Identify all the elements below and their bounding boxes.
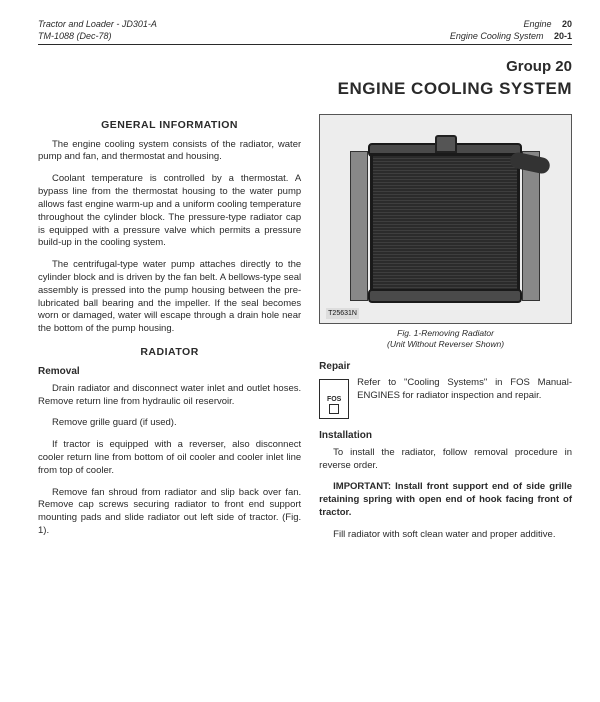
heading-removal: Removal: [38, 365, 301, 379]
figure-caption: Fig. 1-Removing Radiator (Unit Without R…: [319, 328, 572, 349]
fos-reference: FOS Refer to "Cooling Systems" in FOS Ma…: [319, 377, 572, 419]
important-label: IMPORTANT:: [333, 481, 395, 492]
page-num: 20-1: [554, 31, 572, 41]
radiator-cap: [435, 135, 457, 153]
subsection-name: Engine Cooling System 20-1: [450, 30, 572, 42]
page-header: Tractor and Loader - JD301-A TM-1088 (De…: [38, 18, 572, 45]
heading-general-info: GENERAL INFORMATION: [38, 118, 301, 132]
doc-id: TM-1088 (Dec-78): [38, 30, 157, 42]
para-reverser: If tractor is equipped with a reverser, …: [38, 439, 301, 477]
radiator-tank-bottom: [368, 289, 522, 303]
group-name: ENGINE COOLING SYSTEM: [338, 79, 572, 98]
right-column: T25631N Fig. 1-Removing Radiator (Unit W…: [319, 114, 572, 550]
header-right: Engine 20 Engine Cooling System 20-1: [450, 18, 572, 42]
heading-installation: Installation: [319, 429, 572, 443]
radiator-core: [370, 153, 520, 293]
heading-radiator: RADIATOR: [38, 345, 301, 359]
doc-title: Tractor and Loader - JD301-A: [38, 18, 157, 30]
fos-icon-label: FOS: [327, 395, 341, 404]
figure-radiator: T25631N: [319, 114, 572, 324]
group-number: Group 20: [38, 57, 572, 77]
section-name: Engine 20: [450, 18, 572, 30]
caption-line2: (Unit Without Reverser Shown): [387, 339, 504, 349]
para-install-reverse: To install the radiator, follow removal …: [319, 447, 572, 473]
group-title: Group 20 ENGINE COOLING SYSTEM: [38, 57, 572, 100]
para-fill: Fill radiator with soft clean water and …: [319, 529, 572, 542]
radiator-frame-left: [350, 151, 368, 301]
header-left: Tractor and Loader - JD301-A TM-1088 (De…: [38, 18, 157, 42]
radiator-frame-right: [522, 151, 540, 301]
fos-text: Refer to "Cooling Systems" in FOS Manual…: [357, 377, 572, 419]
fos-icon: FOS: [319, 379, 349, 419]
figure-id-label: T25631N: [326, 308, 359, 319]
content-columns: GENERAL INFORMATION The engine cooling s…: [38, 114, 572, 550]
para-waterpump: The centrifugal-type water pump attaches…: [38, 259, 301, 336]
para-thermostat: Coolant temperature is controlled by a t…: [38, 173, 301, 250]
para-fanshroud: Remove fan shroud from radiator and slip…: [38, 487, 301, 538]
heading-repair: Repair: [319, 360, 572, 374]
para-important: IMPORTANT: Install front support end of …: [319, 481, 572, 519]
left-column: GENERAL INFORMATION The engine cooling s…: [38, 114, 301, 550]
para-grille: Remove grille guard (if used).: [38, 417, 301, 430]
para-drain: Drain radiator and disconnect water inle…: [38, 383, 301, 409]
caption-line1: Fig. 1-Removing Radiator: [397, 328, 494, 338]
para-overview: The engine cooling system consists of th…: [38, 139, 301, 165]
section-num: 20: [562, 19, 572, 29]
